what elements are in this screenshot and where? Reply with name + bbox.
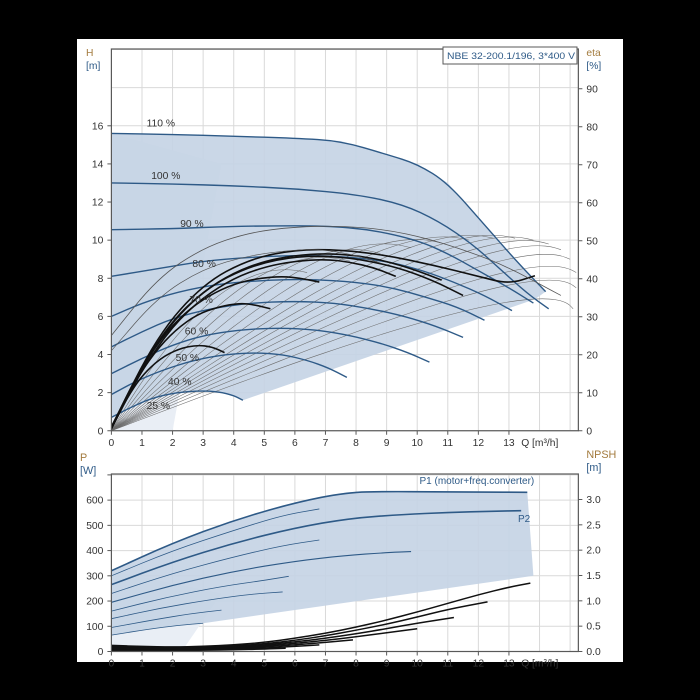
svg-text:0: 0	[109, 438, 115, 449]
svg-text:0.5: 0.5	[586, 622, 601, 633]
svg-text:12: 12	[473, 659, 485, 670]
svg-text:6: 6	[292, 659, 298, 670]
svg-text:110 %: 110 %	[147, 119, 175, 130]
svg-text:[W]: [W]	[80, 465, 96, 477]
svg-text:0.0: 0.0	[586, 647, 601, 658]
svg-text:14: 14	[92, 159, 104, 170]
svg-text:4: 4	[231, 438, 237, 449]
svg-text:11: 11	[442, 659, 453, 670]
svg-text:60: 60	[586, 198, 598, 209]
svg-text:9: 9	[384, 659, 390, 670]
svg-text:2.5: 2.5	[586, 520, 601, 531]
svg-text:1.5: 1.5	[586, 571, 601, 582]
svg-text:2: 2	[170, 438, 176, 449]
svg-text:70: 70	[586, 160, 598, 171]
svg-text:3: 3	[200, 659, 206, 670]
svg-text:10: 10	[411, 659, 423, 670]
svg-text:200: 200	[86, 597, 103, 608]
svg-text:0: 0	[98, 647, 104, 658]
svg-text:13: 13	[503, 659, 515, 670]
svg-text:7: 7	[323, 438, 329, 449]
svg-text:50 %: 50 %	[176, 353, 199, 364]
svg-text:20: 20	[586, 350, 598, 361]
svg-text:600: 600	[86, 496, 103, 507]
svg-text:16: 16	[92, 121, 104, 132]
svg-text:NPSH: NPSH	[586, 449, 616, 461]
svg-text:0: 0	[98, 426, 104, 437]
svg-text:3.0: 3.0	[586, 495, 601, 506]
svg-text:8: 8	[98, 274, 104, 285]
svg-text:5: 5	[261, 438, 267, 449]
svg-text:8: 8	[353, 659, 359, 670]
svg-text:25 %: 25 %	[147, 401, 170, 412]
svg-text:90: 90	[586, 84, 598, 95]
svg-text:4: 4	[231, 659, 237, 670]
svg-text:90 %: 90 %	[180, 219, 203, 230]
svg-text:[m]: [m]	[586, 462, 601, 474]
svg-text:50: 50	[586, 236, 598, 247]
svg-text:Q [m³/h]: Q [m³/h]	[521, 438, 558, 449]
svg-text:P1 (motor+freq.converter): P1 (motor+freq.converter)	[420, 476, 535, 487]
svg-text:100 %: 100 %	[151, 171, 180, 182]
svg-text:[%]: [%]	[586, 61, 601, 72]
svg-text:11: 11	[442, 438, 453, 449]
svg-text:5: 5	[261, 659, 267, 670]
svg-text:13: 13	[503, 438, 515, 449]
svg-text:eta: eta	[586, 48, 601, 59]
svg-text:0: 0	[109, 659, 115, 670]
svg-text:400: 400	[86, 546, 103, 557]
svg-text:1: 1	[139, 659, 145, 670]
svg-text:80 %: 80 %	[192, 259, 215, 270]
svg-text:60 %: 60 %	[185, 327, 208, 338]
svg-text:2: 2	[170, 659, 176, 670]
svg-text:10: 10	[411, 438, 423, 449]
svg-text:10: 10	[92, 236, 104, 247]
svg-text:7: 7	[323, 659, 329, 670]
svg-text:6: 6	[292, 438, 298, 449]
svg-text:P2: P2	[518, 514, 531, 525]
svg-text:100: 100	[86, 622, 103, 633]
svg-text:300: 300	[86, 571, 103, 582]
svg-text:500: 500	[86, 521, 103, 532]
svg-text:2: 2	[98, 388, 104, 399]
svg-text:40 %: 40 %	[168, 377, 191, 388]
svg-text:9: 9	[384, 438, 390, 449]
svg-text:8: 8	[353, 438, 359, 449]
svg-text:10: 10	[586, 388, 598, 399]
svg-text:1: 1	[139, 438, 145, 449]
svg-text:40: 40	[586, 274, 598, 285]
svg-text:0: 0	[586, 426, 592, 437]
svg-text:NBE 32-200.1/196, 3*400 V: NBE 32-200.1/196, 3*400 V	[447, 51, 576, 62]
svg-text:1.0: 1.0	[586, 596, 601, 607]
svg-text:70 %: 70 %	[189, 295, 212, 306]
svg-text:H: H	[86, 48, 93, 59]
svg-text:[m]: [m]	[86, 61, 100, 72]
svg-text:3: 3	[200, 438, 206, 449]
svg-text:6: 6	[98, 312, 104, 323]
svg-text:12: 12	[92, 198, 104, 209]
svg-text:12: 12	[473, 438, 485, 449]
svg-text:2.0: 2.0	[586, 546, 601, 557]
svg-text:30: 30	[586, 312, 598, 323]
svg-text:P: P	[80, 452, 87, 464]
svg-text:80: 80	[586, 122, 598, 133]
svg-text:4: 4	[98, 350, 104, 361]
svg-text:Q [m³/h]: Q [m³/h]	[521, 659, 558, 670]
